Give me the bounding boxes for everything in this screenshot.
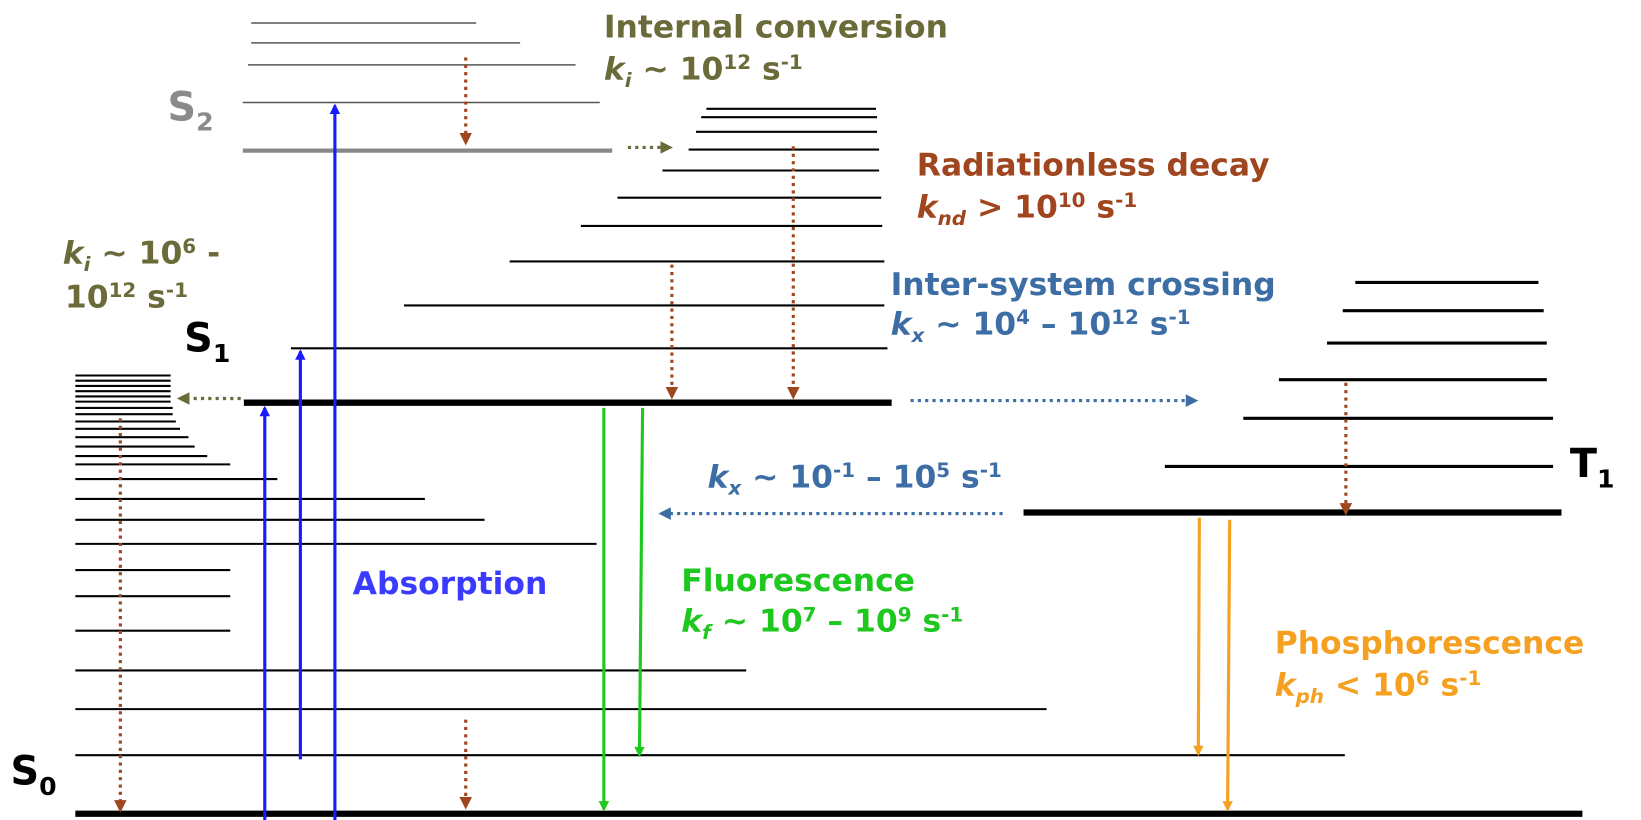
text-part: -1 (1115, 189, 1137, 212)
text-part: -1 (166, 279, 188, 302)
t1-label: T1 (1570, 441, 1615, 493)
text-part: 1 (1597, 464, 1614, 493)
text-part: 6 (182, 235, 196, 258)
text-part: x (911, 324, 926, 347)
s2-label: S2 (167, 84, 213, 136)
labels: S2 S1 S0 T1 Internal conversion ki ~ 101… (10, 10, 1614, 801)
text-part: 12 (1111, 306, 1139, 329)
text-part: ~ 10 (924, 307, 1016, 343)
text-part: s (1430, 668, 1460, 704)
text-part: S (167, 84, 196, 130)
text-part: 0 (39, 772, 56, 801)
text-part: k (891, 307, 914, 343)
radiationless-decay-rate: knd > 1010 s-1 (917, 189, 1137, 230)
text-part: 1 (213, 339, 230, 368)
text-part: k (917, 190, 940, 226)
text-part: s (751, 51, 781, 87)
internal-conversion-rate: ki ~ 1012 s-1 (604, 51, 803, 92)
text-part: – 10 (1030, 307, 1111, 343)
internal-conversion-title: Internal conversion (604, 10, 948, 46)
text-part: T (1570, 441, 1597, 487)
text-part: 12 (723, 51, 751, 74)
fluorescence-title: Fluorescence (681, 563, 915, 599)
text-part: 4 (1016, 306, 1030, 329)
text-part: -1 (980, 459, 1002, 482)
text-part: i (84, 253, 92, 276)
text-part: ~ 10 (90, 236, 182, 272)
text-part: s (136, 280, 166, 316)
internal-conversion-s1-rate: 1012 s-1 (65, 279, 188, 315)
absorption-title: Absorption (353, 566, 548, 602)
text-part: 12 (109, 279, 137, 302)
s0-levels (75, 374, 1583, 817)
text-part: 6 (1416, 667, 1430, 690)
t1-levels (1023, 280, 1562, 516)
text-part: ~ 10 (711, 604, 803, 640)
radiationless-decay-title: Radiationless decay (917, 148, 1270, 184)
fluorescence-rate: kf ~ 107 – 109 s-1 (681, 603, 963, 644)
text-part: 2 (196, 108, 213, 137)
arrows (114, 57, 1353, 820)
phosphorescence-rate: kph < 106 s-1 (1275, 667, 1482, 708)
text-part: s (1086, 190, 1116, 226)
text-part: < 10 (1324, 668, 1416, 704)
text-part: k (707, 459, 730, 495)
text-part: x (727, 477, 742, 500)
text-part: -1 (781, 51, 803, 74)
reverse-isc-rate: kx ~ 10-1 – 105 s-1 (707, 459, 1001, 500)
text-part: i (625, 69, 633, 92)
s1-label: S1 (184, 315, 230, 367)
s1-levels (243, 107, 892, 406)
text-part: ph (1295, 685, 1324, 708)
text-part: k (604, 51, 627, 87)
text-part: ~ 10 (741, 459, 833, 495)
text-part: S (10, 748, 39, 794)
s2-levels (242, 22, 613, 153)
phosphorescence-title: Phosphorescence (1275, 626, 1585, 662)
text-part: 9 (898, 603, 912, 626)
text-part: k (1275, 668, 1298, 704)
text-part: -1 (1168, 306, 1190, 329)
text-part: 5 (936, 459, 950, 482)
text-part: 10 (65, 280, 109, 316)
text-part: > 10 (966, 190, 1058, 226)
isc-title: Inter-system crossing (891, 267, 1276, 303)
text-part: f (702, 621, 713, 644)
text-part: -1 (1459, 667, 1481, 690)
text-part: 10 (1058, 189, 1086, 212)
text-part: S (184, 315, 213, 361)
text-part: s (1139, 307, 1169, 343)
text-part: – 10 (855, 459, 936, 495)
internal-conversion-s1-rate: ki ~ 106 - (63, 235, 220, 276)
text-part: 7 (803, 603, 817, 626)
text-part: nd (938, 207, 967, 230)
isc-rate: kx ~ 104 – 1012 s-1 (891, 306, 1191, 347)
text-part: k (63, 236, 86, 272)
text-part: s (950, 459, 980, 495)
text-part: k (681, 604, 704, 640)
text-part: s (912, 604, 942, 640)
text-part: -1 (941, 603, 963, 626)
text-part: – 10 (816, 604, 897, 640)
text-part: ~ 10 (632, 51, 724, 87)
s0-label: S0 (10, 748, 56, 800)
text-part: -1 (833, 459, 855, 482)
text-part: - (196, 236, 220, 272)
